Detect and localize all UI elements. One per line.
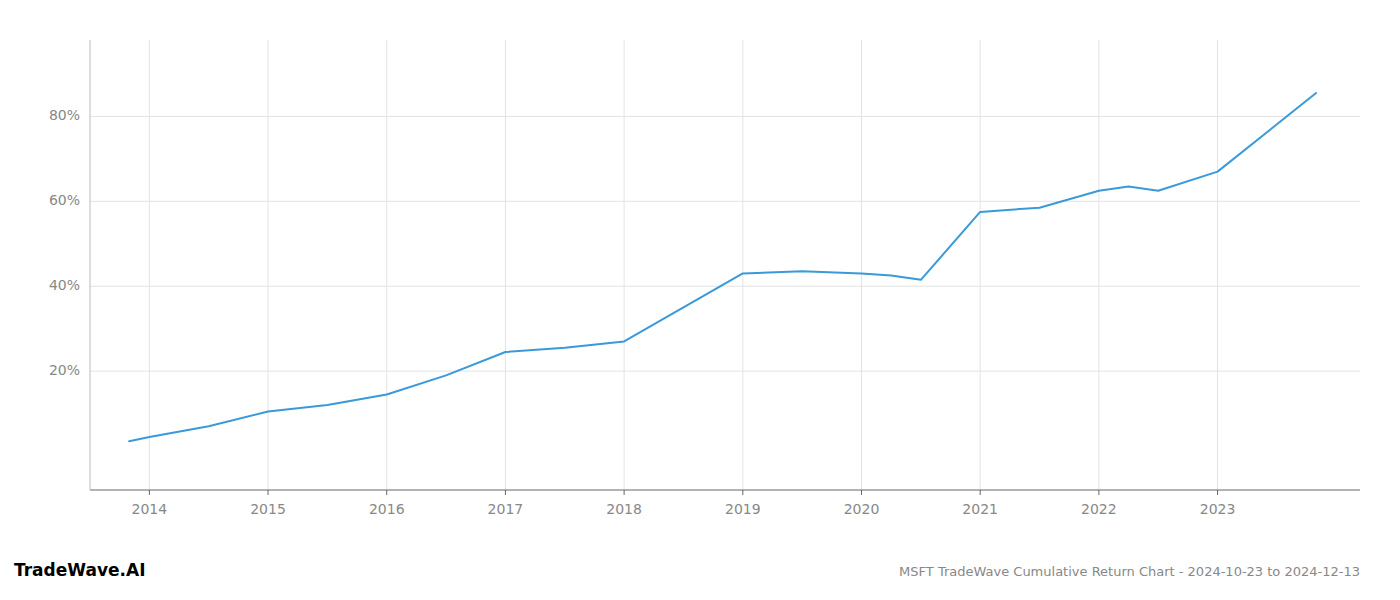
- x-tick-label: 2018: [606, 501, 642, 517]
- grid-line-x: [742, 40, 743, 490]
- x-tick: [149, 490, 150, 495]
- x-tick: [505, 490, 506, 495]
- grid-line-x: [861, 40, 862, 490]
- x-tick-label: 2021: [962, 501, 998, 517]
- grid-line-y: [90, 116, 1360, 117]
- x-tick-label: 2023: [1200, 501, 1236, 517]
- x-tick: [268, 490, 269, 495]
- grid-line-x: [1098, 40, 1099, 490]
- x-tick-label: 2014: [132, 501, 168, 517]
- background: [0, 0, 1400, 600]
- x-tick: [624, 490, 625, 495]
- y-tick-label: 80%: [49, 107, 80, 123]
- x-ticks: 2014 2015 2016 2017 2018 2019 2020 2021 2022 2023: [132, 490, 1236, 517]
- grid-line-x: [268, 40, 269, 490]
- title: MSFT TradeWave Cumulative Return Chart -…: [899, 564, 1360, 579]
- grid-line-x: [1217, 40, 1218, 490]
- y-tick-label: 20%: [49, 362, 80, 378]
- x-tick-label: 2015: [250, 501, 286, 517]
- y-ticks: 20% 40% 60% 80%: [49, 107, 80, 378]
- grid-line-x: [386, 40, 387, 490]
- chart-svg: 2014 2015 2016 2017 2018 2019 2020 2021 2022 2023…: [0, 0, 1400, 600]
- x-tick-label: 2017: [488, 501, 524, 517]
- x-tick: [980, 490, 981, 495]
- grid: [90, 40, 1360, 490]
- plot-area: [129, 93, 1316, 441]
- grid-line-y: [90, 286, 1360, 287]
- x-tick: [1217, 490, 1218, 495]
- x-tick-label: 2022: [1081, 501, 1117, 517]
- x-tick: [1098, 490, 1099, 495]
- grid-line-x: [505, 40, 506, 490]
- x-tick-label: 2016: [369, 501, 405, 517]
- grid-line-y: [90, 371, 1360, 372]
- watermark: TradeWave.AI: [14, 560, 145, 580]
- y-axis-line: [90, 40, 91, 490]
- grid-line-x: [624, 40, 625, 490]
- grid-line-x: [980, 40, 981, 490]
- x-tick: [742, 490, 743, 495]
- grid-line-y: [90, 201, 1360, 202]
- x-axis-line: [90, 490, 1360, 491]
- line: [129, 93, 1316, 441]
- x-tick: [861, 490, 862, 495]
- x-tick-label: 2020: [844, 501, 880, 517]
- chart-container: 2014 2015 2016 2017 2018 2019 2020 2021 2022 2023…: [0, 0, 1400, 600]
- x-tick: [386, 490, 387, 495]
- y-tick-label: 60%: [49, 192, 80, 208]
- y-tick-label: 40%: [49, 277, 80, 293]
- x-tick-label: 2019: [725, 501, 761, 517]
- grid-line-x: [149, 40, 150, 490]
